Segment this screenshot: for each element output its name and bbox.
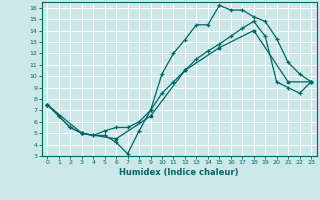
X-axis label: Humidex (Indice chaleur): Humidex (Indice chaleur) (119, 168, 239, 177)
